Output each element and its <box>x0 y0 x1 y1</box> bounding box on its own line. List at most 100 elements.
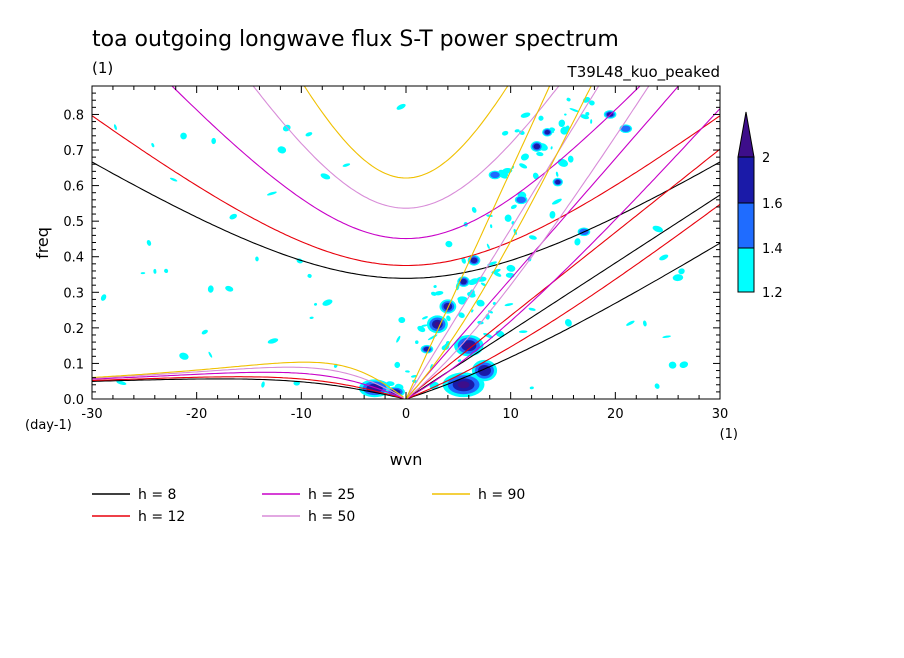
legend-label: h = 25 <box>308 487 355 503</box>
chart-subtitle-right: T39L48_kuo_peaked <box>567 63 720 82</box>
dispersion-curve <box>405 108 720 399</box>
dispersion-curve <box>92 161 720 279</box>
contour-speckle <box>433 285 437 288</box>
chart-subtitle-left: (1) <box>92 59 113 77</box>
x-tick-label: 10 <box>502 407 519 422</box>
contour-speckle <box>313 302 318 306</box>
contour-speckle <box>116 380 127 385</box>
contour-speckle <box>566 97 571 102</box>
x-tick-label: -10 <box>291 407 312 422</box>
contour-speckle <box>207 285 214 293</box>
contour-speckle <box>501 130 509 136</box>
axis-ticks: -30 -20 -10 0 10 20 30 0.0 0.1 0.2 0.3 0.4 0.5 0.6 0.7… <box>63 86 728 422</box>
contour-speckle <box>504 303 514 307</box>
contour-fills <box>100 96 689 398</box>
colorbar: 1.2 1.4 1.6 2 <box>737 111 783 301</box>
contour-speckle <box>164 268 169 274</box>
contour-blob <box>464 342 473 349</box>
contour-speckle <box>679 361 689 369</box>
contour-speckle <box>558 119 566 127</box>
contour-blob <box>533 143 541 150</box>
contour-blob <box>621 125 631 132</box>
y-tick-label: 0.4 <box>63 251 84 266</box>
contour-speckle <box>557 158 569 167</box>
x-axis-label: wvn <box>390 450 423 469</box>
contour-speckle <box>552 198 562 205</box>
legend-label: h = 12 <box>138 509 185 525</box>
contour-speckle <box>458 312 465 318</box>
contour-speckle <box>486 243 490 249</box>
y-tick-label: 0.0 <box>63 393 84 408</box>
contour-speckle <box>506 264 516 272</box>
y-tick-label: 0.8 <box>63 108 84 123</box>
contour-speckle <box>342 163 351 167</box>
dispersion-curve <box>92 376 404 399</box>
colorbar-segment <box>737 247 755 293</box>
contour-speckle <box>488 310 493 314</box>
contour-speckle <box>267 338 279 344</box>
dispersion-curve <box>303 86 509 179</box>
contour-speckle <box>483 332 493 339</box>
colorbar-segment <box>737 202 755 249</box>
y-tick-label: 0.1 <box>63 357 84 372</box>
contour-blob <box>457 381 470 389</box>
contour-speckle <box>487 261 497 266</box>
contour-speckle <box>549 210 556 219</box>
contour-speckle <box>668 361 677 369</box>
colorbar-label: 2 <box>762 151 770 166</box>
contour-speckle <box>211 137 216 145</box>
dispersion-curve <box>405 86 650 399</box>
colorbar-label: 1.2 <box>762 286 783 301</box>
dispersion-curve <box>405 203 720 399</box>
contour-speckle <box>153 268 157 274</box>
contour-speckle <box>430 291 437 296</box>
contour-speckle <box>394 361 401 368</box>
contour-speckle <box>471 309 474 313</box>
contour-speckle <box>421 324 428 327</box>
contour-speckle <box>519 163 528 169</box>
contour-speckle <box>555 171 559 177</box>
contour-speckle <box>151 142 155 148</box>
contour-speckle <box>461 257 466 264</box>
legend: h = 8 h = 12 h = 25 h = 50 h = 90 <box>92 487 525 525</box>
contour-speckle <box>520 153 529 161</box>
contour-blob <box>544 130 550 135</box>
contour-speckle <box>113 124 117 130</box>
contour-blob <box>490 171 500 179</box>
contour-speckle <box>266 191 277 196</box>
contour-speckle <box>580 114 590 120</box>
contour-speckle <box>564 318 572 327</box>
contour-speckle <box>307 273 312 278</box>
contour-speckle <box>396 335 401 343</box>
y-axis-unit: (day-1) <box>25 418 72 433</box>
colorbar-segment <box>737 156 755 204</box>
contour-speckle <box>255 256 259 262</box>
contour-speckle <box>585 111 590 116</box>
contour-speckle <box>652 225 664 233</box>
legend-label: h = 8 <box>138 487 176 503</box>
contour-speckle <box>476 299 485 307</box>
dispersion-curves <box>92 86 720 399</box>
contour-speckle <box>405 370 410 373</box>
contour-speckle <box>261 381 265 388</box>
contour-speckle <box>180 132 187 140</box>
contour-speckle <box>550 146 553 150</box>
dispersion-curve <box>92 361 404 398</box>
dispersion-curve <box>92 371 404 399</box>
dispersion-curve <box>171 86 641 240</box>
contour-speckle <box>229 213 237 220</box>
dispersion-curve <box>405 86 592 399</box>
contour-speckle <box>574 238 581 246</box>
contour-speckle <box>100 294 107 301</box>
contour-blob <box>470 257 478 264</box>
contour-speckle <box>398 316 406 324</box>
plot-area: -30 -20 -10 0 10 20 30 0.0 0.1 0.2 0.3 0.4 0.5 0.6 0.7… <box>63 85 728 422</box>
contour-speckle <box>567 155 574 163</box>
contour-speckle <box>569 108 580 113</box>
contour-speckle <box>417 325 426 333</box>
contour-speckle <box>480 282 487 287</box>
contour-speckle <box>225 285 234 292</box>
dispersion-curve <box>405 194 720 399</box>
contour-speckle <box>654 383 660 389</box>
